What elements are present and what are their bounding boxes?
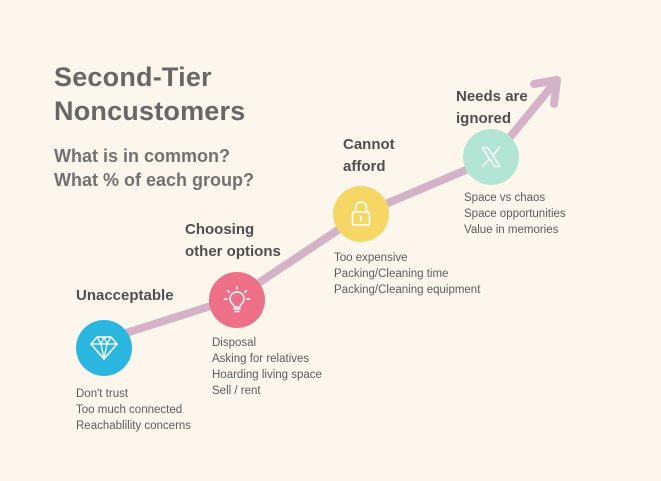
page-title: Second-Tier Noncustomers — [54, 60, 245, 128]
detail-item: Packing/Cleaning equipment — [334, 284, 481, 296]
detail-item: Packing/Cleaning time — [334, 268, 449, 280]
stage-details-unacceptable: Don't trust Too much connected Reachabli… — [76, 386, 191, 434]
stage-heading-line: ignored — [456, 110, 511, 127]
stage-heading-unacceptable: Unacceptable — [76, 285, 174, 307]
detail-item: Hoarding living space — [212, 369, 322, 381]
stage-2-circle — [209, 272, 265, 328]
detail-item: Reachablility concerns — [76, 420, 192, 432]
lightbulb-icon — [223, 285, 251, 313]
detail-item: Asking for relatives — [212, 353, 310, 365]
stage-details-choosing-other-options: Disposal Asking for relatives Hoarding l… — [212, 335, 322, 399]
stage-heading-cannot-afford: Cannot afford — [343, 134, 395, 178]
detail-item: Too much connected — [76, 404, 183, 416]
detail-item: Space opportunities — [464, 208, 566, 220]
stage-heading-needs-are-ignored: Needs are ignored — [456, 86, 528, 130]
detail-item: Disposal — [212, 337, 257, 349]
lock-icon — [351, 201, 371, 226]
x-logo-icon — [481, 146, 501, 168]
subtitle-line: What is in common? — [54, 146, 231, 166]
detail-item: Sell / rent — [212, 385, 261, 397]
stage-details-cannot-afford: Too expensive Packing/Cleaning time Pack… — [334, 250, 480, 298]
diamond-icon — [90, 336, 118, 360]
title-line: Second-Tier — [54, 62, 212, 92]
detail-item: Too expensive — [334, 252, 408, 264]
stage-1-circle — [76, 320, 132, 376]
stage-heading-line: other options — [185, 243, 281, 260]
subtitle-line: What % of each group? — [54, 170, 254, 190]
stage-heading-choosing-other-options: Choosing other options — [185, 219, 281, 263]
arrow-head — [530, 76, 561, 108]
stage-details-needs-are-ignored: Space vs chaos Space opportunities Value… — [464, 190, 566, 238]
stage-heading-line: Cannot — [343, 136, 395, 153]
stage-heading-line: afford — [343, 158, 386, 175]
stage-4-circle — [463, 129, 519, 185]
stage-3-circle — [333, 186, 389, 242]
stage-heading-line: Choosing — [185, 221, 255, 238]
title-line: Noncustomers — [54, 96, 246, 126]
stage-heading-line: Needs are — [456, 88, 528, 105]
detail-item: Value in memories — [464, 224, 559, 236]
page-subtitle: What is in common? What % of each group? — [54, 144, 254, 192]
detail-item: Space vs chaos — [464, 192, 546, 204]
detail-item: Don't trust — [76, 388, 129, 400]
stage-heading-line: Unacceptable — [76, 287, 174, 304]
